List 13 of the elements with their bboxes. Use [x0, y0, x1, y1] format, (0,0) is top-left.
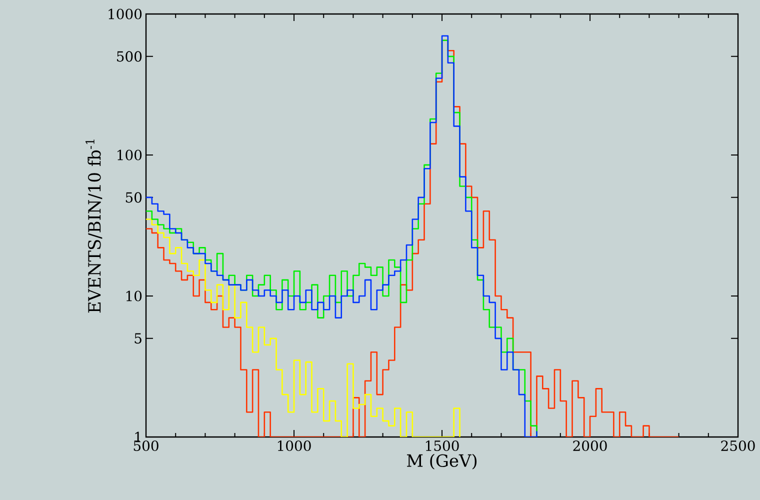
y-tick-label: 1 — [135, 432, 141, 442]
y-tick-label: 5 — [134, 333, 142, 344]
y-axis-title: EVENTS/BIN/10 fb$^{-1}$ — [86, 140, 102, 313]
x-tick-label: 2500 — [721, 440, 755, 452]
x-tick-label: 1500 — [426, 440, 459, 452]
y-tick-label: 500 — [117, 51, 142, 62]
y-tick-label: 10 — [126, 290, 142, 302]
x-tick-label: 1000 — [278, 440, 311, 452]
y-tick-label: 50 — [126, 192, 142, 203]
y-tick-label: 100 — [118, 150, 142, 160]
y-tick-label: 1000 — [108, 8, 142, 20]
x-tick-label: 2000 — [573, 440, 607, 452]
x-axis-title: M (GeV) — [406, 454, 477, 470]
